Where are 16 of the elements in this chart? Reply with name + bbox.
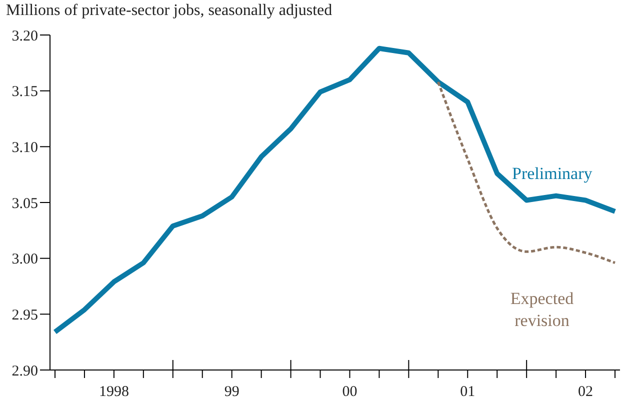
x-tick-label: 99 (224, 384, 240, 400)
y-tick-label: 3.05 (12, 196, 38, 212)
y-tick-label: 2.95 (12, 307, 38, 324)
y-tick-label: 3.15 (12, 84, 38, 100)
x-tick-label: 01 (460, 384, 476, 400)
y-tick-label: 3.00 (12, 252, 38, 268)
y-tick-label: 3.10 (12, 140, 38, 156)
series-label: Preliminary (512, 164, 592, 184)
line-series (436, 80, 616, 264)
x-tick-label: 02 (578, 384, 594, 400)
y-axis-title: Millions of private-sector jobs, seasonally adjusted (6, 2, 332, 20)
y-tick-label: 2.90 (12, 363, 38, 380)
y-tick-label: 3.20 (12, 28, 38, 44)
text: Expected revision (509, 288, 575, 332)
x-tick-label: 00 (342, 384, 358, 400)
x-tick-label: 1998 (98, 384, 129, 400)
